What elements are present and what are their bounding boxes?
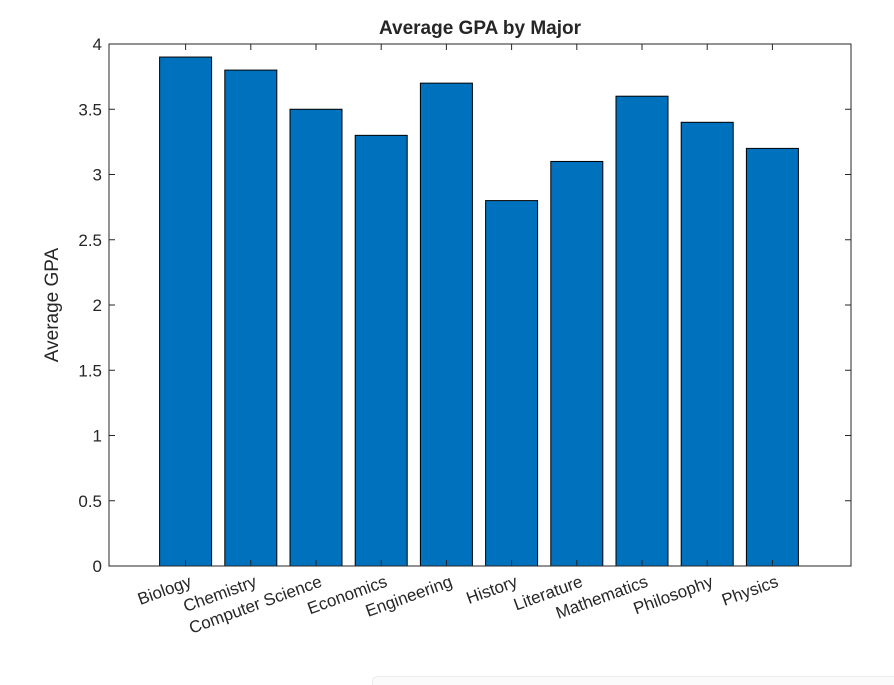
x-tick-label: History [464, 572, 521, 608]
y-tick-label: 3.5 [78, 100, 102, 119]
bar-physics [745, 147, 799, 567]
x-tick-label: Physics [719, 572, 781, 610]
y-tick-label: 0.5 [78, 492, 102, 511]
bar-engineering [419, 82, 473, 567]
axes-group [108, 43, 852, 567]
bar-chemistry [224, 69, 278, 567]
y-tick-label: 1.5 [78, 361, 102, 380]
bar-computer-science [289, 108, 343, 567]
y-tick-label: 3 [93, 166, 102, 185]
bar-mathematics [615, 95, 669, 567]
y-tick-label: 0 [93, 557, 102, 576]
bars-group [159, 56, 799, 567]
axes-box [108, 43, 852, 567]
y-ticks-group: 0 0.5 1 1.5 2 2.5 3 3.5 4 [78, 35, 851, 576]
bar-history [485, 200, 539, 567]
y-axis-label: Average GPA [42, 247, 63, 362]
chart-title: Average GPA by Major [379, 18, 582, 39]
bottom-panel-edge [372, 676, 894, 685]
y-tick-label: 2 [93, 296, 102, 315]
bar-philosophy [680, 121, 734, 567]
bar-economics [354, 134, 408, 567]
y-tick-label: 4 [93, 35, 102, 54]
bar-literature [550, 160, 604, 567]
y-tick-label: 1 [93, 427, 102, 446]
y-tick-label: 2.5 [78, 231, 102, 250]
bar-biology [159, 56, 213, 567]
